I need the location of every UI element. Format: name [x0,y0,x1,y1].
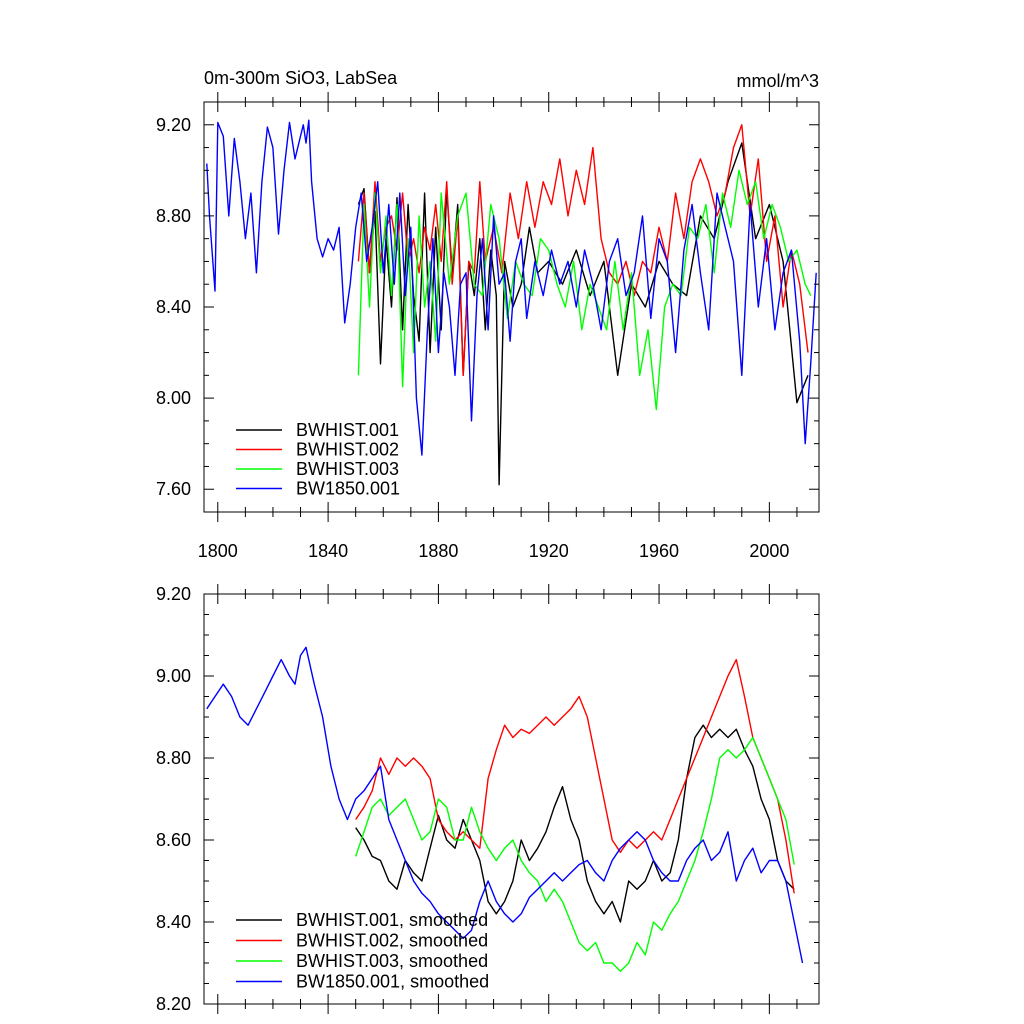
top-series-line-1 [357,142,809,486]
top-legend-label-1: BWHIST.001 [296,420,399,440]
top-y-tick-label: 7.60 [156,479,191,499]
top-legend-label-2: BWHIST.002 [296,440,399,460]
bottom-y-tick-label: 8.20 [156,994,191,1014]
bottom-y-tick-label: 9.00 [156,666,191,686]
top-legend-label-4: BW1850.001 [296,479,400,499]
top-legend-label-3: BWHIST.003 [296,459,399,479]
top-series-line-4 [206,119,817,456]
x-tick-label: 1960 [639,541,679,561]
x-tick-label: 1920 [529,541,569,561]
top-title: 0m-300m SiO3, LabSea [204,68,398,88]
top-y-tick-label: 8.40 [156,297,191,317]
bottom-panel: 8.20 8.40 8.60 8.80 9.00 9.20 BWHIST.001, smo… [156,584,820,1014]
bottom-legend-label-1: BWHIST.001, smoothed [296,910,488,930]
x-tick-label: 1840 [308,541,348,561]
x-tick-label: 1880 [418,541,458,561]
x-tick-label: 1800 [198,541,238,561]
top-y-tick-label: 8.80 [156,206,191,226]
bottom-y-tick-label: 8.80 [156,748,191,768]
x-tick-label: 2000 [749,541,789,561]
bottom-series-line-3 [355,736,795,972]
bottom-series-line-4 [206,646,804,964]
top-panel: 0m-300m SiO3, LabSea mmol/m^3 7.60 8.00 8.… [156,68,820,561]
top-y-tick-label: 8.00 [156,388,191,408]
bottom-series-line-2 [355,658,795,894]
bottom-y-tick-label: 9.20 [156,584,191,604]
bottom-legend-label-4: BW1850.001, smoothed [296,972,489,992]
top-series-line-2 [357,124,809,376]
bottom-legend-label-3: BWHIST.003, smoothed [296,951,488,971]
units-label: mmol/m^3 [737,71,819,91]
top-series-line-3 [357,169,812,411]
bottom-legend-label-2: BWHIST.002, smoothed [296,931,488,951]
bottom-series-line-1 [355,724,795,923]
top-y-tick-label: 9.20 [156,115,191,135]
bottom-y-tick-label: 8.60 [156,830,191,850]
bottom-y-tick-label: 8.40 [156,912,191,932]
